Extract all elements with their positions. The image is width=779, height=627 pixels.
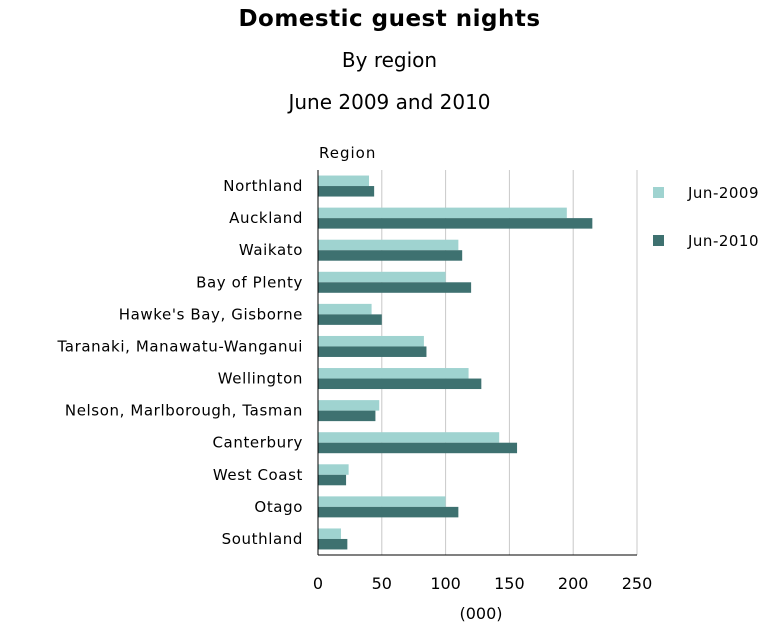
legend-swatch-jun-2009 xyxy=(653,187,664,198)
bar-jun-2009-1 xyxy=(318,207,567,219)
bar-jun-2010-8 xyxy=(318,442,518,454)
legend-label: Jun-2010 xyxy=(687,232,759,250)
bar-jun-2009-11 xyxy=(318,528,341,539)
category-label: Nelson, Marlborough, Tasman xyxy=(65,402,303,420)
bar-jun-2010-11 xyxy=(318,538,348,550)
category-label: Southland xyxy=(222,530,303,548)
chart-subtitle-line-1: By region xyxy=(341,48,438,72)
bar-jun-2009-2 xyxy=(318,239,459,251)
bar-jun-2009-9 xyxy=(318,464,349,475)
category-label: Northland xyxy=(223,177,303,195)
chart-subtitle-line-2: June 2009 and 2010 xyxy=(288,90,491,114)
legend-label: Jun-2009 xyxy=(687,184,759,202)
x-tick-label: 100 xyxy=(430,574,461,593)
bar-jun-2010-4 xyxy=(318,314,382,325)
bar-jun-2010-9 xyxy=(318,474,347,486)
bar-jun-2010-1 xyxy=(318,218,593,229)
bar-jun-2009-5 xyxy=(318,335,424,347)
bar-jun-2010-7 xyxy=(318,410,376,422)
category-label: Auckland xyxy=(229,209,303,227)
x-tick-label: 200 xyxy=(558,574,589,593)
category-label: Taranaki, Manawatu-Wanganui xyxy=(57,337,303,355)
category-labels: Northland Auckland Waikato Bay of Plenty Haw… xyxy=(57,177,303,548)
category-label: Otago xyxy=(254,498,303,516)
chart-title: Domestic guest nights xyxy=(238,6,541,32)
x-tick-labels: 0 50 100 150 200 250 xyxy=(313,574,652,593)
bar-jun-2009-6 xyxy=(318,368,469,379)
bar-jun-2010-5 xyxy=(318,346,427,357)
category-label: Wellington xyxy=(218,370,303,388)
x-tick-label: 150 xyxy=(494,574,525,593)
category-label: Canterbury xyxy=(212,434,303,452)
bar-jun-2010-3 xyxy=(318,282,472,293)
category-label: Waikato xyxy=(239,241,303,259)
bar-jun-2010-0 xyxy=(318,186,375,197)
x-tick-label: 50 xyxy=(372,574,392,593)
category-label: West Coast xyxy=(213,466,303,484)
category-label: Hawke's Bay, Gisborne xyxy=(119,305,303,323)
bar-jun-2009-8 xyxy=(318,432,500,443)
category-label: Bay of Plenty xyxy=(196,273,303,291)
bar-jun-2009-3 xyxy=(318,271,446,283)
legend: Jun-2009 Jun-2010 xyxy=(653,184,759,250)
bar-jun-2010-2 xyxy=(318,250,463,261)
x-axis-title: (000) xyxy=(459,604,502,623)
bar-jun-2009-7 xyxy=(318,400,380,411)
bar-jun-2009-0 xyxy=(318,175,370,187)
bars-group xyxy=(318,175,593,550)
x-tick-label: 250 xyxy=(622,574,653,593)
gridlines xyxy=(381,170,638,555)
x-tick-label: 0 xyxy=(313,574,323,593)
bar-jun-2009-4 xyxy=(318,303,372,315)
bar-jun-2010-10 xyxy=(318,506,459,518)
bar-jun-2010-6 xyxy=(318,378,482,390)
y-axis-title: Region xyxy=(319,144,376,162)
legend-swatch-jun-2010 xyxy=(653,235,664,246)
bar-jun-2009-10 xyxy=(318,496,446,507)
